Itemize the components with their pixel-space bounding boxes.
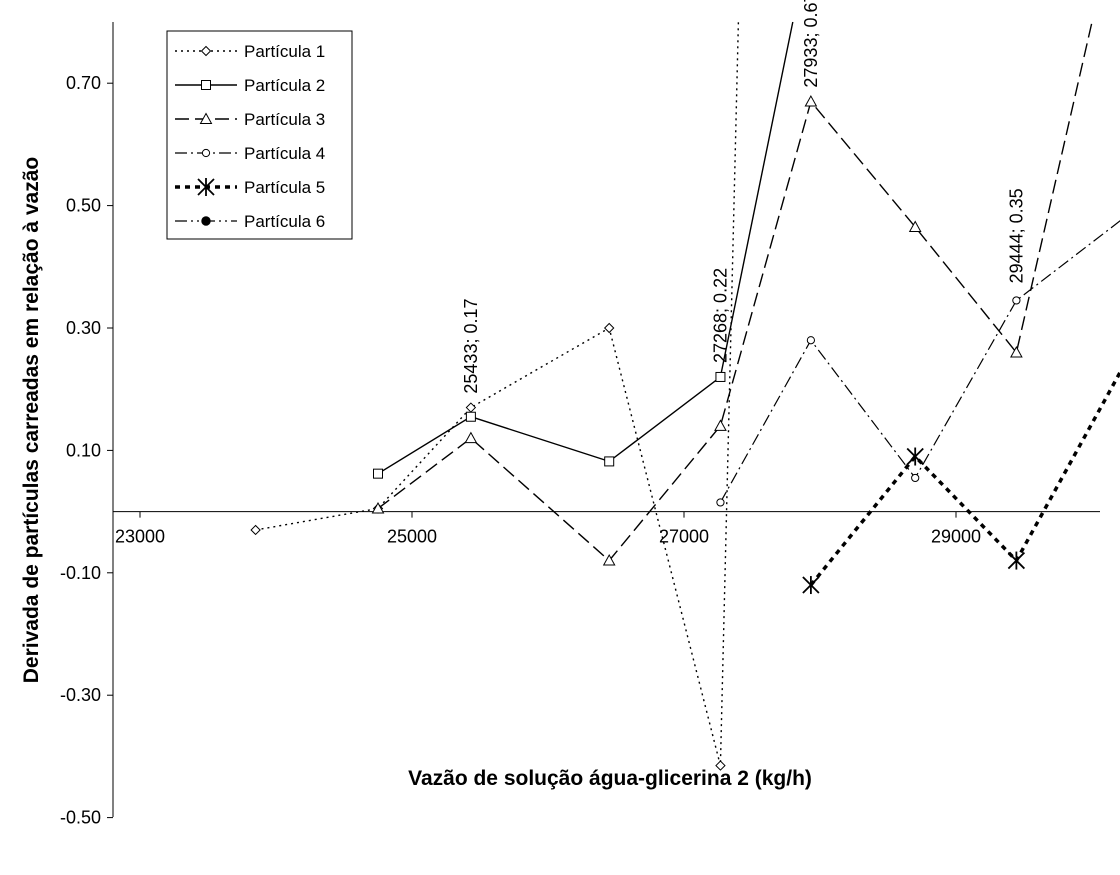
legend: Partícula 1 Partícula 2 Partícula 3 Partícu… [166, 30, 353, 240]
legend-marker-2 [201, 80, 211, 90]
axes: 0.70 0.50 0.30 0.10 -0.10 -0.30 -0.50 23000 2500… [60, 22, 1100, 828]
series-3-point [804, 95, 818, 107]
series-line-3 [377, 21, 1093, 562]
series-2-point [715, 371, 726, 382]
series-4 [716, 220, 1120, 507]
series-2-point [465, 411, 476, 422]
series-line-4 [719, 220, 1120, 503]
series-layer [250, 21, 1120, 771]
x-tick-label: 27000 [659, 527, 709, 547]
legend-label-4: Partícula 4 [244, 144, 325, 163]
data-label: 27268; 0.22 [710, 268, 730, 363]
series-4-point [716, 498, 725, 507]
series-2-point [604, 456, 615, 467]
series-2-point [373, 468, 383, 479]
series-3-point [908, 220, 922, 233]
x-tick-label: 25000 [387, 527, 437, 547]
series-3-point [464, 431, 478, 444]
data-label: 25433; 0.17 [461, 299, 481, 394]
series-4-point [911, 473, 920, 483]
series-1-point [250, 524, 261, 536]
series-4-point [806, 336, 815, 345]
y-tick-label: 0.70 [66, 73, 101, 93]
x-tick-label: 23000 [115, 527, 165, 547]
y-tick-label: -0.30 [60, 685, 101, 705]
data-label: 29444; 0.35 [1006, 188, 1026, 283]
series-5-point [1007, 551, 1026, 570]
legend-label-3: Partícula 3 [244, 110, 325, 129]
y-tick-label: -0.10 [60, 563, 101, 583]
legend-marker-3 [199, 112, 213, 124]
legend-label-1: Partícula 1 [244, 42, 325, 61]
legend-marker-6 [201, 216, 211, 226]
y-tick-label: -0.50 [60, 808, 101, 828]
series-1 [250, 21, 740, 771]
series-3-point [602, 554, 616, 566]
series-line-1 [255, 21, 740, 766]
legend-box [166, 30, 353, 240]
y-axis-title: Derivada de partículas carreadas em rela… [20, 157, 43, 683]
legend-marker-1 [200, 45, 212, 57]
x-tick-label: 29000 [931, 527, 981, 547]
y-tick-label: 0.50 [66, 196, 101, 216]
data-label: 27933; 0.67 [801, 0, 821, 88]
series-5-point [802, 576, 820, 595]
series-1-point [603, 322, 615, 334]
x-axis-title: Vazão de solução água-glicerina 2 (kg/h) [408, 767, 812, 790]
legend-marker-5 [197, 178, 215, 196]
legend-label-6: Partícula 6 [244, 212, 325, 231]
series-line-5 [809, 368, 1120, 587]
series-3-point [1010, 345, 1023, 358]
series-5-point [906, 447, 924, 466]
legend-label-5: Partícula 5 [244, 178, 325, 197]
y-tick-label: 0.30 [66, 318, 101, 338]
annotation-layer: 25433; 0.17 27268; 0.22 27933; 0.67 29444; … [461, 0, 1027, 394]
series-1-point [465, 402, 477, 413]
series-5 [802, 368, 1120, 595]
series-line-2 [377, 21, 794, 475]
series-3-point [714, 419, 727, 431]
legend-label-2: Partícula 2 [244, 76, 325, 95]
series-3-point [371, 502, 385, 514]
series-4-point [1012, 296, 1021, 305]
series-2 [373, 21, 794, 479]
legend-marker-4 [201, 148, 211, 158]
series-1-point [715, 760, 726, 771]
series-3 [371, 21, 1093, 566]
y-tick-label: 0.10 [66, 440, 101, 460]
